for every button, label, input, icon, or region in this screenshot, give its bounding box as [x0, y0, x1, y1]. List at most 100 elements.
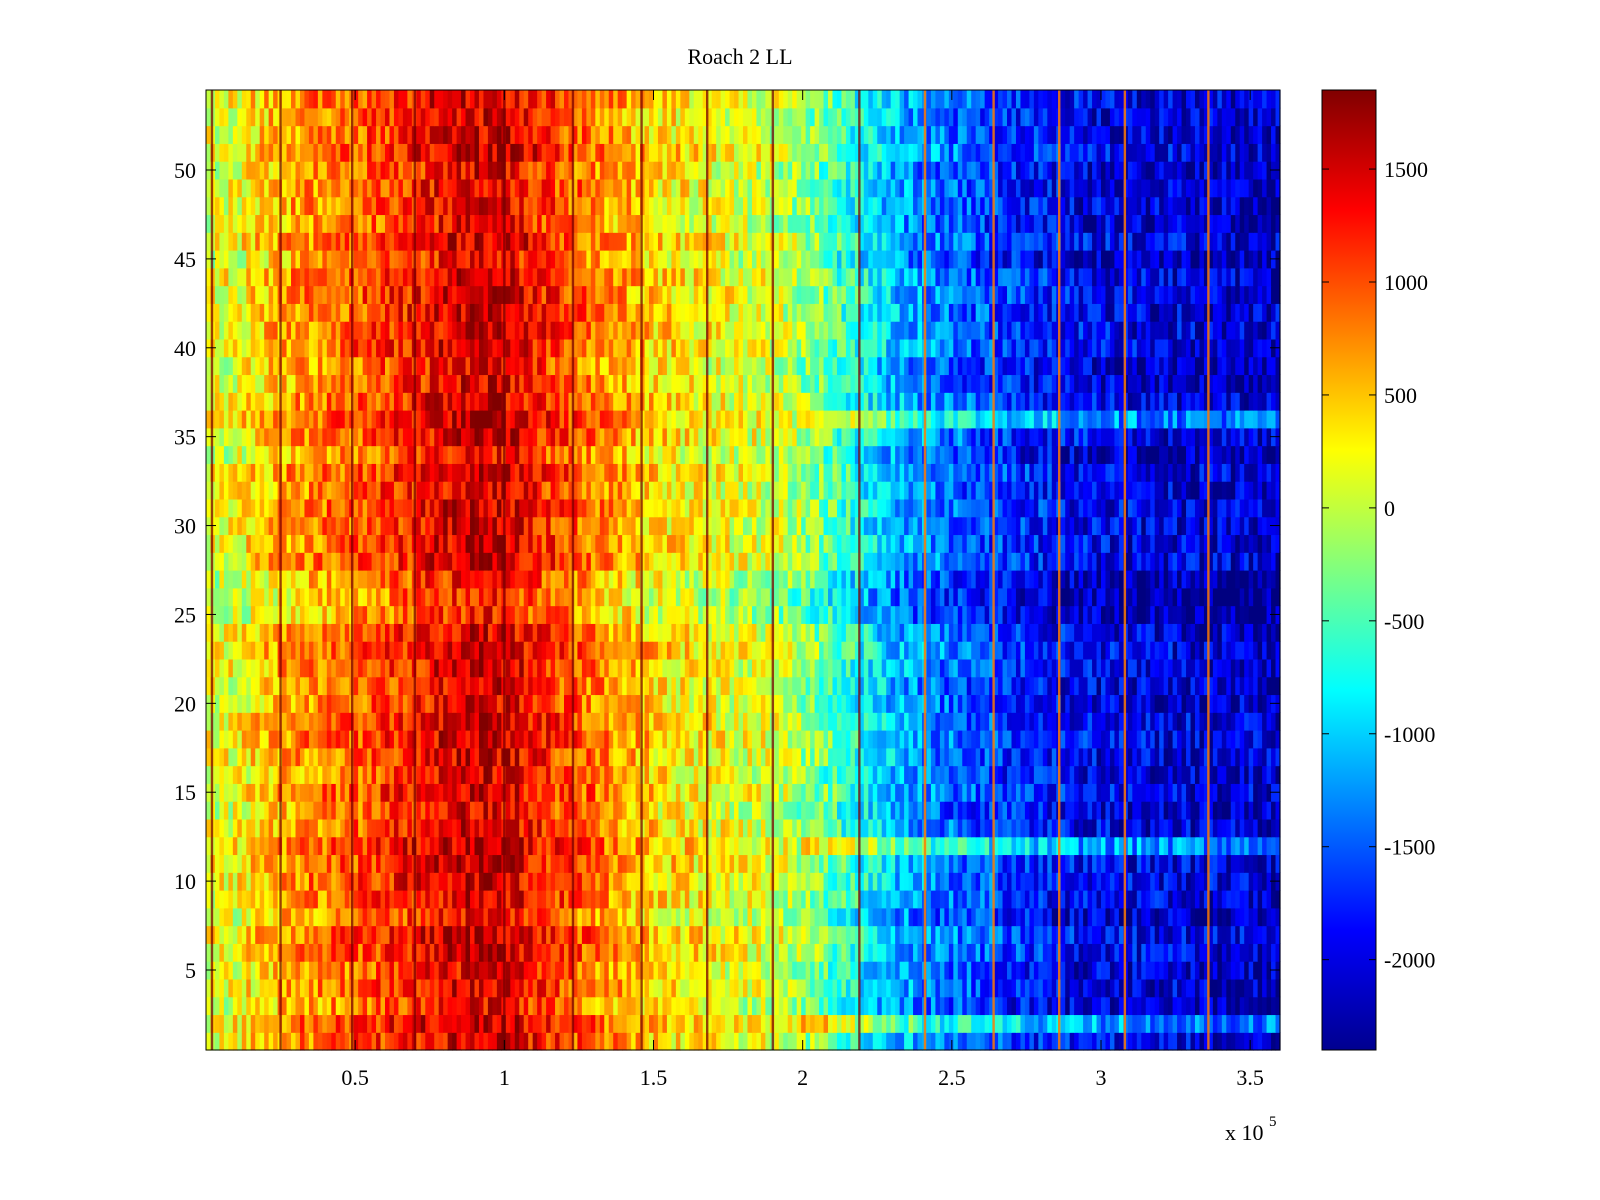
heatmap-cell — [1150, 818, 1156, 838]
heatmap-cell — [331, 712, 337, 731]
heatmap-cell — [948, 694, 954, 713]
heatmap-cell — [966, 712, 972, 731]
heatmap-cell — [1002, 694, 1008, 713]
heatmap-cell — [514, 925, 520, 944]
heatmap-cell — [649, 890, 655, 909]
heatmap-cell — [904, 854, 910, 873]
heatmap-cell — [1154, 978, 1160, 998]
heatmap-cell — [1248, 1032, 1254, 1051]
heatmap-cell — [904, 925, 910, 944]
heatmap-cell — [617, 943, 623, 962]
heatmap-cell — [935, 676, 941, 696]
heatmap-cell — [680, 961, 686, 980]
heatmap-cell — [1190, 783, 1196, 802]
heatmap-cell — [913, 961, 919, 980]
heatmap-cell — [434, 730, 440, 749]
heatmap-cell — [1266, 801, 1272, 820]
heatmap-cell — [756, 996, 762, 1016]
heatmap-cell — [514, 694, 520, 713]
heatmap-cell — [863, 712, 869, 731]
heatmap-cell — [1159, 712, 1165, 731]
heatmap-cell — [317, 730, 323, 749]
heatmap-cell — [908, 765, 914, 784]
heatmap-cell — [819, 996, 825, 1016]
heatmap-cell — [1105, 890, 1111, 909]
heatmap-cell — [250, 676, 256, 696]
heatmap-cell — [1109, 854, 1116, 873]
heatmap-cell — [420, 996, 426, 1016]
heatmap-cell — [299, 996, 306, 1016]
heatmap-cell — [541, 978, 547, 998]
heatmap-cell — [917, 765, 923, 784]
heatmap-cell — [1266, 765, 1272, 784]
heatmap-cell — [1172, 961, 1178, 980]
heatmap-cell — [452, 925, 458, 944]
heatmap-cell — [608, 836, 614, 856]
heatmap-cell — [657, 1032, 664, 1051]
heatmap-cell — [595, 872, 601, 891]
heatmap-cell — [367, 765, 373, 784]
heatmap-cell — [1015, 961, 1022, 980]
heatmap-cell — [666, 765, 672, 784]
heatmap-cell — [760, 694, 766, 713]
heatmap-cell — [577, 907, 583, 927]
heatmap-cell — [299, 943, 306, 962]
heatmap-cell — [675, 872, 681, 891]
heatmap-cell — [572, 961, 579, 980]
heatmap-cell — [456, 730, 462, 749]
heatmap-cell — [850, 996, 856, 1016]
heatmap-cell — [702, 890, 708, 909]
heatmap-cell — [895, 961, 901, 980]
heatmap-cell — [720, 925, 726, 944]
heatmap-cell — [913, 1032, 919, 1051]
heatmap-cell — [555, 907, 561, 927]
heatmap-cell — [420, 676, 426, 696]
heatmap-cell — [259, 836, 265, 856]
heatmap-cell — [1257, 996, 1263, 1016]
heatmap-cell — [1083, 854, 1089, 873]
heatmap-cell — [550, 676, 556, 696]
heatmap-cell — [635, 1014, 641, 1033]
heatmap-cell — [425, 730, 431, 749]
heatmap-cell — [581, 783, 587, 802]
heatmap-cell — [434, 961, 440, 980]
heatmap-cell — [904, 961, 910, 980]
heatmap-cell — [367, 890, 373, 909]
heatmap-cell — [385, 961, 391, 980]
heatmap-cell — [881, 943, 887, 962]
heatmap-cell — [975, 890, 981, 909]
heatmap-cell — [461, 996, 467, 1016]
heatmap-cell — [438, 978, 444, 998]
heatmap-cell — [765, 1014, 771, 1033]
heatmap-cell — [367, 694, 373, 713]
heatmap-cell — [657, 801, 664, 820]
heatmap-cell — [1212, 978, 1218, 998]
heatmap-cell — [819, 925, 825, 944]
heatmap-cell — [304, 1014, 310, 1033]
heatmap-cell — [693, 694, 699, 713]
heatmap-cell — [505, 676, 511, 696]
heatmap-cell — [751, 783, 758, 802]
heatmap-cell — [447, 765, 453, 784]
heatmap-cell — [622, 996, 628, 1016]
heatmap-cell — [1136, 925, 1142, 944]
heatmap-cell — [452, 996, 458, 1016]
heatmap-cell — [402, 765, 408, 784]
heatmap-cell — [622, 907, 628, 927]
heatmap-cell — [993, 818, 999, 838]
heatmap-cell — [649, 872, 655, 891]
heatmap-cell — [541, 961, 547, 980]
heatmap-cell — [1020, 765, 1026, 784]
heatmap-cell — [1262, 978, 1268, 998]
heatmap-cell — [595, 747, 601, 767]
heatmap-cell — [443, 783, 449, 802]
heatmap-cell — [380, 765, 386, 784]
heatmap-cell — [707, 1032, 713, 1051]
heatmap-cell — [291, 925, 297, 944]
heatmap-cell — [237, 783, 243, 802]
heatmap-cell — [429, 765, 435, 784]
heatmap-cell — [304, 943, 310, 962]
heatmap-cell — [756, 783, 762, 802]
heatmap-cell — [675, 854, 681, 873]
heatmap-cell — [550, 765, 556, 784]
